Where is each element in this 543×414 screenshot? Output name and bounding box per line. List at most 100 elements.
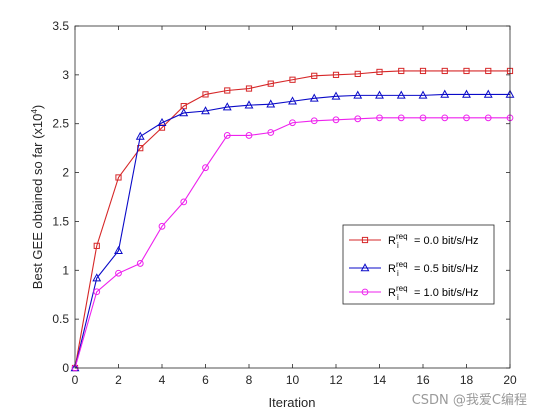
data-point (485, 67, 492, 75)
data-point (310, 117, 318, 125)
data-point (463, 67, 470, 75)
x-axis-label: Iteration (269, 395, 316, 410)
data-point (158, 222, 166, 230)
data-point (157, 117, 167, 127)
data-point (289, 119, 296, 127)
data-point (222, 102, 232, 111)
legend-entry: Rreq i = 1.0 bit/s/Hz (349, 284, 479, 302)
data-point (115, 269, 122, 277)
data-point (202, 164, 209, 172)
data-point (244, 100, 254, 109)
data-point (484, 114, 492, 122)
legend-marker (361, 236, 369, 244)
plot-area (75, 26, 510, 368)
y-axis-label-exponent: 4 (30, 109, 39, 114)
legend-marker (360, 263, 370, 272)
x-tick-label: 12 (329, 373, 343, 387)
x-tick-label: 4 (159, 373, 166, 387)
data-point (115, 174, 122, 181)
y-tick-label: 0 (62, 361, 69, 375)
watermark: CSDN @我爱C编程 (411, 393, 527, 408)
legend-label-sub: i (397, 293, 399, 302)
data-point (332, 71, 340, 78)
data-point (179, 108, 189, 117)
x-tick-label: 0 (72, 373, 79, 387)
y-tick-label: 3.5 (52, 19, 69, 33)
data-point (180, 198, 188, 206)
data-point (397, 114, 405, 122)
legend-label-base: R (388, 287, 396, 299)
data-point (354, 70, 361, 77)
legend-label-value: = 1.0 bit/s/Hz (411, 287, 479, 299)
data-point (92, 273, 102, 282)
data-point (398, 67, 405, 75)
data-point (224, 87, 231, 94)
y-tick-label: 0.5 (52, 312, 69, 326)
series-line (74, 70, 510, 369)
data-point (289, 76, 296, 83)
series-1 (70, 89, 515, 372)
series-line (74, 93, 510, 369)
data-point (353, 90, 363, 99)
x-tick-label: 10 (286, 373, 300, 387)
legend: Rreq i = 0.0 bit/s/Hz Rreq i = 0.5 bit/s/Hz… (342, 224, 495, 305)
y-tick-label: 3 (62, 68, 69, 82)
data-point (462, 89, 471, 98)
y-tick-label: 2 (62, 166, 69, 180)
x-tick-label: 2 (115, 373, 122, 387)
data-point (376, 114, 383, 122)
series-line (74, 117, 510, 369)
data-point (419, 67, 427, 75)
x-tick-label: 6 (202, 373, 209, 387)
data-point (266, 99, 276, 108)
data-point (135, 131, 145, 140)
data-point (463, 114, 470, 122)
data-point (136, 260, 144, 267)
data-point (419, 114, 427, 122)
data-point (245, 132, 253, 139)
y-axis-label-main: Best GEE obtained so far (x10 (30, 114, 45, 290)
data-point (375, 90, 384, 99)
data-point (202, 91, 209, 98)
legend-label-sup: req (396, 284, 408, 293)
data-point (354, 115, 362, 123)
data-point (418, 90, 428, 99)
data-point (267, 129, 275, 136)
y-tick-label: 2.5 (52, 117, 69, 131)
data-point (223, 132, 231, 139)
legend-entry: Rreq i = 0.0 bit/s/Hz (349, 232, 479, 250)
y-tick-label: 1 (62, 263, 69, 277)
legend-marker (361, 288, 369, 296)
data-point (332, 116, 340, 124)
data-point (309, 93, 319, 102)
legend-label-base: R (388, 263, 396, 275)
data-point (93, 288, 101, 296)
x-tick-label: 20 (503, 373, 517, 387)
data-point (311, 72, 318, 79)
series-2 (71, 114, 514, 372)
x-tick-label: 14 (373, 373, 387, 387)
data-point (267, 80, 274, 87)
data-point (288, 96, 297, 105)
y-tick-label: 1.5 (52, 214, 69, 228)
data-point (245, 85, 253, 92)
legend-label-sup: req (396, 260, 408, 269)
x-tick-label: 8 (246, 373, 253, 387)
legend-label: Rreq i = 0.0 bit/s/Hz (388, 232, 479, 250)
data-point (441, 67, 448, 75)
legend-label: Rreq i = 0.5 bit/s/Hz (388, 260, 479, 278)
series-layer (70, 67, 515, 372)
y-axis-label-close: ) (30, 105, 45, 109)
data-point (158, 124, 166, 131)
data-point (440, 89, 450, 98)
legend-label: Rreq i = 1.0 bit/s/Hz (388, 284, 479, 302)
legend-label-base: R (388, 235, 396, 247)
x-tick-label: 18 (460, 373, 474, 387)
y-axis-label: Best GEE obtained so far (x104) (30, 105, 45, 289)
data-point (114, 245, 123, 255)
legend-entry: Rreq i = 0.5 bit/s/Hz (349, 260, 479, 278)
data-point (331, 91, 341, 100)
ticks-layer: 0 2 4 6 8 10 12 14 16 18 20 0 0.5 1 1.5 2 2.5 3 3.5 (52, 19, 517, 387)
data-point (396, 90, 406, 99)
